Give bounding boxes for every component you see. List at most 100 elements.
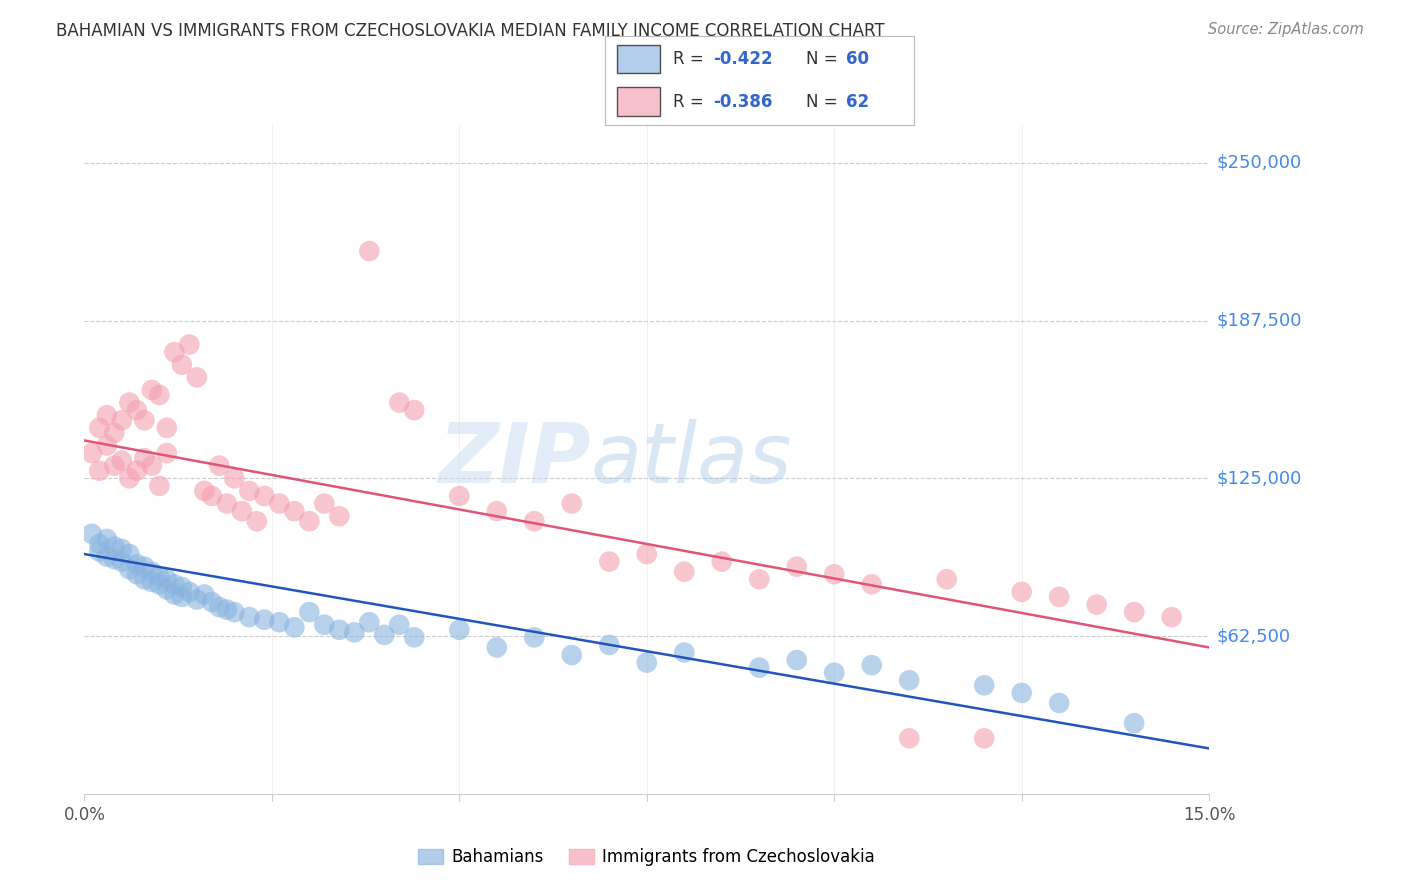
Point — [269, 615, 291, 630]
Point — [125, 567, 148, 582]
Text: -0.422: -0.422 — [713, 50, 772, 68]
Point — [1123, 605, 1146, 619]
Point — [118, 395, 141, 409]
Point — [163, 587, 186, 601]
Point — [118, 547, 141, 561]
Point — [823, 665, 845, 680]
Point — [973, 678, 995, 692]
Point — [404, 403, 426, 417]
Text: R =: R = — [672, 93, 709, 111]
Point — [328, 509, 350, 524]
Point — [125, 464, 148, 478]
Point — [156, 582, 179, 597]
Text: atlas: atlas — [591, 419, 792, 500]
Point — [141, 383, 163, 397]
Point — [523, 631, 546, 645]
Point — [193, 483, 215, 498]
Point — [89, 464, 111, 478]
Point — [404, 631, 426, 645]
Point — [80, 526, 103, 541]
Point — [89, 537, 111, 551]
Point — [179, 337, 201, 351]
Point — [673, 565, 696, 579]
Point — [359, 244, 381, 259]
Text: N =: N = — [806, 50, 842, 68]
Point — [1047, 590, 1070, 604]
Point — [1011, 686, 1033, 700]
Point — [89, 421, 111, 435]
Point — [201, 595, 224, 609]
Point — [860, 658, 883, 673]
Point — [523, 514, 546, 528]
Point — [156, 421, 179, 435]
Point — [823, 567, 845, 582]
Text: 60: 60 — [846, 50, 869, 68]
Text: ZIP: ZIP — [437, 419, 591, 500]
Point — [111, 541, 134, 556]
Point — [103, 552, 125, 566]
Point — [561, 497, 583, 511]
Point — [673, 646, 696, 660]
Point — [156, 446, 179, 460]
Point — [89, 544, 111, 558]
Text: N =: N = — [806, 93, 842, 111]
Point — [103, 425, 125, 440]
Point — [343, 625, 366, 640]
Point — [598, 555, 620, 569]
Point — [148, 479, 170, 493]
Point — [1085, 598, 1108, 612]
Point — [314, 617, 336, 632]
Point — [786, 653, 808, 667]
Point — [215, 602, 238, 616]
Point — [373, 628, 395, 642]
Point — [148, 388, 170, 402]
Point — [186, 592, 208, 607]
Point — [118, 562, 141, 576]
Text: BAHAMIAN VS IMMIGRANTS FROM CZECHOSLOVAKIA MEDIAN FAMILY INCOME CORRELATION CHAR: BAHAMIAN VS IMMIGRANTS FROM CZECHOSLOVAK… — [56, 22, 884, 40]
Point — [786, 559, 808, 574]
Point — [231, 504, 253, 518]
Point — [134, 572, 156, 586]
Point — [215, 497, 238, 511]
Point — [224, 605, 246, 619]
Point — [449, 489, 471, 503]
Point — [148, 577, 170, 591]
Point — [163, 345, 186, 359]
Point — [283, 504, 305, 518]
Point — [96, 438, 118, 452]
Point — [80, 446, 103, 460]
Point — [201, 489, 224, 503]
Point — [238, 483, 260, 498]
Point — [179, 585, 201, 599]
Point — [636, 656, 658, 670]
FancyBboxPatch shape — [617, 87, 661, 116]
Point — [141, 574, 163, 589]
Point — [973, 731, 995, 746]
Point — [314, 497, 336, 511]
Point — [170, 358, 193, 372]
Point — [449, 623, 471, 637]
Point — [748, 572, 770, 586]
Point — [96, 532, 118, 546]
Point — [1047, 696, 1070, 710]
Point — [141, 565, 163, 579]
Point — [170, 580, 193, 594]
Text: Source: ZipAtlas.com: Source: ZipAtlas.com — [1208, 22, 1364, 37]
Point — [96, 408, 118, 422]
Point — [860, 577, 883, 591]
Text: $250,000: $250,000 — [1216, 153, 1302, 172]
Text: $62,500: $62,500 — [1216, 627, 1291, 645]
Point — [283, 620, 305, 634]
Point — [298, 605, 321, 619]
Point — [485, 504, 508, 518]
Point — [748, 660, 770, 674]
Point — [636, 547, 658, 561]
Point — [134, 451, 156, 466]
Point — [111, 413, 134, 427]
Point — [269, 497, 291, 511]
Text: 62: 62 — [846, 93, 869, 111]
Point — [388, 617, 411, 632]
Point — [111, 555, 134, 569]
Point — [598, 638, 620, 652]
Point — [96, 549, 118, 564]
